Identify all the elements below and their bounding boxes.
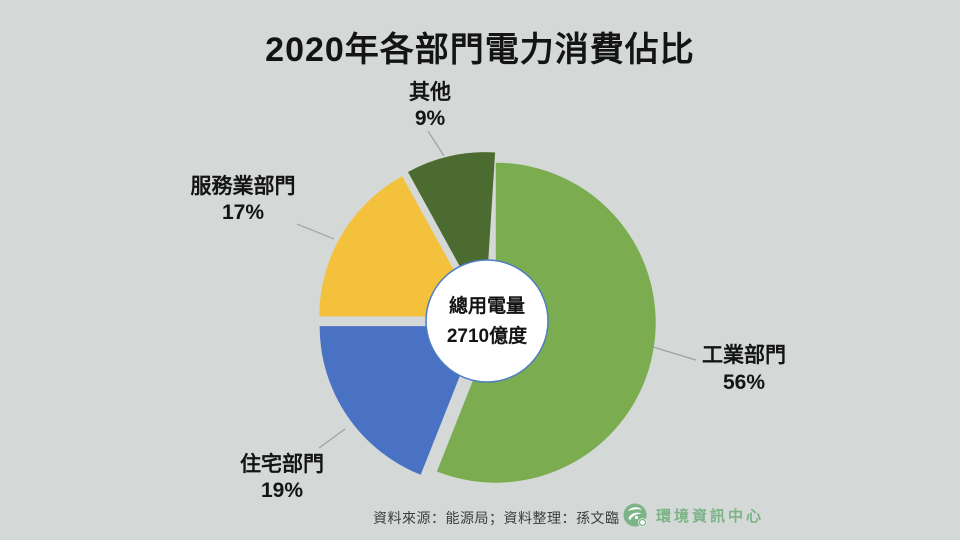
- slice-label-industry: 工業部門 56%: [682, 342, 806, 396]
- slice-label-residential: 住宅部門 19%: [220, 452, 344, 504]
- leader-line-industry: [652, 346, 697, 361]
- slice-name: 其他: [409, 81, 451, 104]
- slice-label-service: 服務業部門 17%: [148, 174, 338, 226]
- slice-percent: 56%: [722, 371, 766, 394]
- slice-percent: 19%: [260, 479, 304, 502]
- slice-label-other: 其他 9%: [366, 80, 494, 132]
- donut-hole: [425, 259, 549, 383]
- pie-slice-residential: [319, 326, 480, 475]
- leader-line-residential: [318, 428, 346, 449]
- chart-title: 2020年各部門電力消費佔比: [265, 31, 695, 69]
- donut-center-label: 總用電量 2710億度: [417, 292, 557, 352]
- leader-line-other: [427, 130, 445, 157]
- slice-name: 服務業部門: [190, 175, 296, 198]
- slice-name: 工業部門: [702, 344, 786, 367]
- total-value: 2710億度: [446, 326, 528, 347]
- slice-percent: 17%: [221, 201, 265, 224]
- leader-line-service: [296, 223, 335, 240]
- total-label: 總用電量: [448, 296, 525, 317]
- pie-slice-service: [319, 176, 480, 317]
- slice-percent: 9%: [414, 107, 446, 130]
- slice-name: 住宅部門: [240, 453, 324, 476]
- einfo-logo: 環境資訊中心: [622, 502, 764, 529]
- source-note: 資料來源：能源局；資料整理：孫文臨: [373, 510, 620, 526]
- logo-text: 環境資訊中心: [656, 508, 765, 525]
- einfo-logo-icon: [623, 503, 647, 527]
